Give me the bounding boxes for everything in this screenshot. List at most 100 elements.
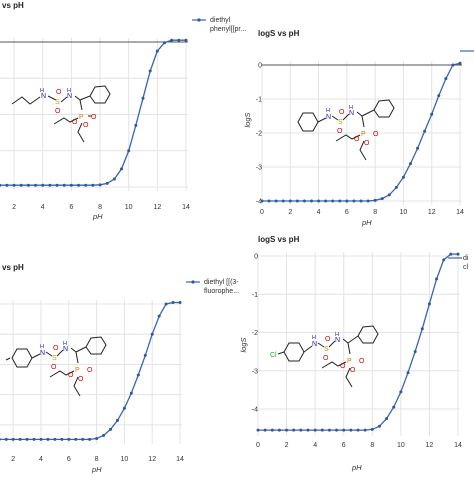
x-tick-label: 4 (39, 456, 43, 463)
data-point (377, 424, 381, 428)
data-point (88, 437, 92, 441)
data-point (349, 428, 353, 432)
data-point (274, 199, 278, 203)
x-tick-label: 14 (176, 456, 184, 463)
atom-label-P: P (361, 131, 366, 138)
chart-4-gridlines (257, 252, 460, 436)
data-point (11, 437, 15, 441)
atom-label-O: O (350, 367, 356, 374)
x-tick-label: 12 (148, 456, 156, 463)
data-point (25, 437, 29, 441)
chart-1-gridlines (0, 38, 188, 191)
data-point (157, 314, 161, 318)
chart-4-y-ticks: 0 -1 -2 -3 -4 (252, 254, 258, 414)
data-point (55, 183, 59, 187)
atom-label-H: H (67, 88, 71, 94)
data-point (310, 199, 313, 203)
data-point (338, 199, 342, 203)
x-tick-label: 0 (256, 442, 260, 449)
data-point (373, 198, 377, 202)
data-point (320, 428, 324, 432)
x-tick-label: 4 (313, 442, 317, 449)
data-point (41, 183, 45, 187)
atom-label-O: O (340, 363, 346, 370)
panel-4: logS vs pH 0 2 4 6 8 10 12 14 0 -1 -2 -3 -4 logS pH… (239, 235, 469, 472)
y-tick-label: 0 (254, 254, 258, 261)
atom-label-O: O (354, 136, 360, 143)
y-tick-label: -3 (256, 165, 262, 172)
legend-1-label-line2: phenyl[[pr... (210, 26, 246, 33)
chart-1-title: vs pH (2, 1, 24, 10)
data-point (363, 428, 367, 432)
data-point (84, 183, 88, 187)
data-point (295, 199, 299, 203)
y-tick-label: -2 (252, 330, 258, 337)
data-point (380, 197, 384, 201)
atom-label-H: H (312, 335, 316, 341)
x-tick-label: 2 (12, 204, 16, 211)
x-tick-label: 6 (342, 442, 346, 449)
atom-label-O: O (53, 345, 59, 352)
data-point (302, 199, 306, 203)
atom-label-O: O (55, 108, 61, 115)
data-point (327, 428, 331, 432)
x-tick-label: 8 (370, 442, 374, 449)
x-tick-label: 14 (456, 209, 464, 216)
chart-1-x-ticks: 2 4 6 8 10 12 14 (12, 204, 190, 211)
atom-label-N: N (312, 341, 317, 348)
data-point (406, 371, 410, 375)
atom-label-H: H (326, 108, 330, 114)
data-point (32, 437, 36, 441)
data-point (442, 258, 446, 262)
data-point (74, 437, 78, 441)
data-point (115, 418, 119, 422)
x-tick-label: 4 (41, 204, 45, 211)
data-point (120, 167, 124, 171)
atom-label-S: S (324, 346, 329, 353)
data-point (184, 38, 188, 42)
data-point (177, 38, 181, 42)
atom-label-Cl: Cl (270, 352, 277, 359)
data-point (150, 332, 154, 336)
atom-label-H: H (63, 341, 67, 347)
atom-label-H: H (40, 88, 44, 94)
chart-3-molecule-structure (5, 336, 107, 397)
x-tick-label: 10 (400, 209, 408, 216)
atom-label-N: N (326, 114, 331, 121)
data-point (387, 193, 391, 197)
legend-3-label-line2: fluorophe... (204, 288, 239, 295)
data-point (26, 183, 30, 187)
data-point (409, 162, 412, 166)
chart-1-x-axis-label: pH (92, 212, 103, 221)
data-point (430, 112, 434, 116)
data-point (458, 61, 462, 65)
data-point (456, 252, 460, 256)
atom-label-N: N (67, 93, 72, 100)
atom-label-O: O (51, 364, 57, 371)
data-point (335, 428, 339, 432)
chart-2-series-points (260, 61, 462, 203)
y-tick-label: -2 (256, 131, 262, 138)
chart-4-x-axis-label: pH (351, 463, 362, 472)
data-point (95, 436, 99, 440)
data-point (34, 183, 38, 187)
data-point (62, 183, 66, 187)
x-tick-label: 10 (397, 442, 405, 449)
chart-3-series-points (0, 300, 182, 441)
data-point (53, 437, 57, 441)
atom-label-O: O (91, 114, 97, 121)
x-tick-label: 6 (67, 456, 71, 463)
y-tick-label: 0 (258, 63, 262, 70)
data-point (423, 129, 427, 133)
data-point (401, 175, 405, 179)
data-point (0, 438, 1, 441)
chart-1-legend: diethyl phenyl[[pr... (192, 17, 246, 33)
data-point (98, 183, 102, 187)
data-point (5, 183, 9, 187)
chart-2-x-axis-label: pH (361, 218, 372, 227)
x-tick-label: 12 (428, 209, 436, 216)
data-point (163, 41, 167, 45)
atom-label-N: N (41, 93, 46, 100)
data-point (413, 350, 417, 354)
atom-label-H: H (349, 105, 353, 111)
